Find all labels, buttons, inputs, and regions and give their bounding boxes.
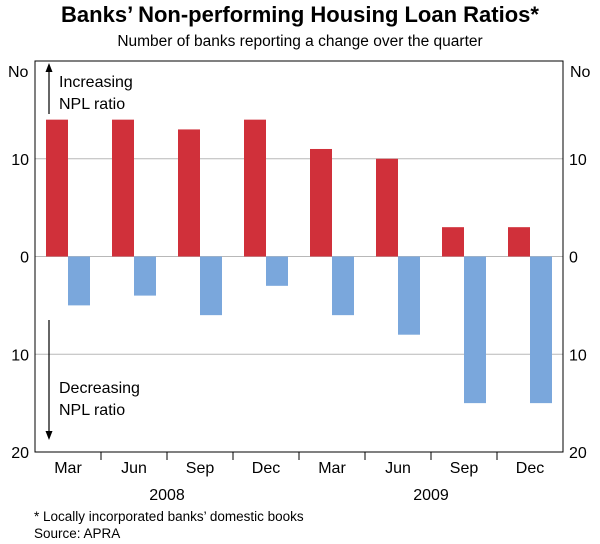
bar-decreasing-6 [464,256,486,404]
y-unit-label-left: No [8,64,29,81]
bar-increasing-7 [508,227,530,257]
bar-increasing-4 [310,148,332,257]
bar-increasing-5 [376,158,398,257]
annotation-increasing-line2: NPL ratio [59,96,125,113]
bar-decreasing-0 [68,256,90,306]
bar-decreasing-3 [266,256,288,286]
x-tick-label: Jun [121,460,147,477]
y-tick-label-right: 10 [569,347,587,364]
bar-decreasing-7 [530,256,552,404]
source-note: Source: APRA [34,526,121,541]
bar-increasing-6 [442,227,464,257]
bar-decreasing-4 [332,256,354,316]
plot-frame [34,60,564,453]
annotation-decreasing-line1: Decreasing [59,380,140,397]
y-tick-label-left: 0 [20,250,29,267]
x-tick-label: Jun [385,460,411,477]
x-tick-label: Dec [252,460,280,477]
y-tick-label-right: 10 [569,152,587,169]
footnote: * Locally incorporated banks’ domestic b… [34,509,304,524]
x-tick-label: Mar [318,460,346,477]
y-tick-label-left: 10 [11,347,29,364]
year-label: 2008 [149,487,185,504]
bar-increasing-0 [46,119,68,257]
bar-decreasing-5 [398,256,420,335]
x-tick-label: Dec [516,460,544,477]
x-tick-label: Sep [450,460,479,477]
y-tick-label-left: 20 [11,445,29,462]
year-label: 2009 [413,487,449,504]
bar-increasing-3 [244,119,266,257]
y-unit-label-right: No [570,64,591,81]
chart-subtitle: Number of banks reporting a change over … [117,33,483,50]
increasing-arrowhead [45,63,53,72]
bar-increasing-2 [178,129,200,257]
bar-increasing-1 [112,119,134,257]
bar-decreasing-1 [134,256,156,296]
x-tick-label: Mar [54,460,82,477]
annotation-increasing-line1: Increasing [59,74,133,91]
decreasing-arrowhead [45,431,53,440]
y-tick-label-right: 0 [569,250,578,267]
x-tick-label: Sep [186,460,215,477]
y-tick-label-right: 20 [569,445,587,462]
annotation-decreasing-line2: NPL ratio [59,402,125,419]
bar-decreasing-2 [200,256,222,316]
y-tick-label-left: 10 [11,152,29,169]
chart-title: Banks’ Non-performing Housing Loan Ratio… [61,2,539,27]
